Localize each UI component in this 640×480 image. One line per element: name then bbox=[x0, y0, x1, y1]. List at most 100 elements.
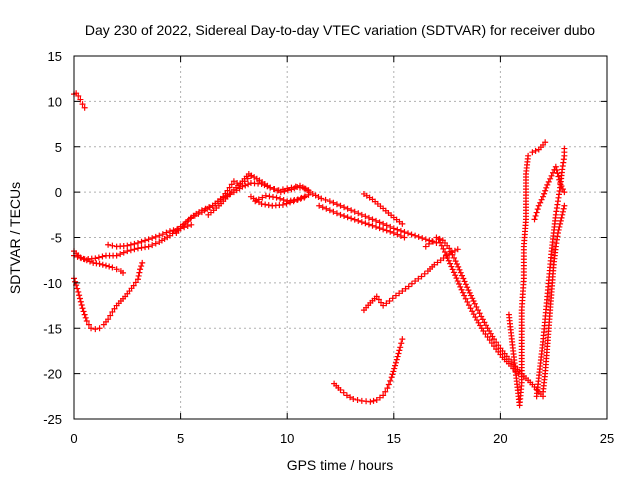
data-point bbox=[531, 216, 538, 223]
data-point bbox=[422, 236, 429, 243]
data-point bbox=[464, 284, 471, 291]
data-point bbox=[405, 230, 412, 237]
data-point bbox=[351, 216, 358, 223]
data-point bbox=[460, 275, 467, 282]
data-point bbox=[495, 342, 502, 349]
data-point bbox=[277, 189, 284, 196]
data-point bbox=[166, 228, 173, 235]
data-point bbox=[267, 184, 274, 191]
data-point bbox=[333, 201, 340, 208]
data-point bbox=[343, 392, 350, 399]
data-point bbox=[130, 282, 137, 289]
data-point bbox=[281, 188, 288, 195]
data-point bbox=[399, 288, 406, 295]
data-point bbox=[464, 298, 471, 305]
data-point bbox=[559, 186, 566, 193]
data-point bbox=[387, 228, 394, 235]
data-point bbox=[554, 170, 561, 177]
data-point bbox=[419, 235, 426, 242]
data-point bbox=[242, 182, 249, 189]
data-point bbox=[230, 178, 237, 185]
data-point bbox=[72, 278, 79, 285]
data-point bbox=[348, 215, 355, 222]
data-point bbox=[385, 381, 392, 388]
data-point bbox=[347, 394, 354, 401]
data-point bbox=[392, 359, 399, 366]
data-point bbox=[493, 339, 500, 346]
data-point bbox=[376, 225, 383, 232]
data-point bbox=[102, 262, 109, 269]
data-point bbox=[553, 166, 560, 173]
data-point bbox=[355, 210, 362, 217]
data-point bbox=[369, 216, 376, 223]
data-point bbox=[561, 202, 568, 209]
data-point bbox=[337, 211, 344, 218]
series-arc-7 bbox=[205, 170, 312, 218]
data-point bbox=[81, 104, 88, 111]
data-point bbox=[559, 211, 566, 218]
data-point bbox=[396, 347, 403, 354]
data-point bbox=[96, 325, 103, 332]
data-point bbox=[127, 241, 134, 248]
data-point bbox=[452, 258, 459, 265]
y-tick-label: -15 bbox=[43, 321, 62, 336]
data-point bbox=[134, 239, 141, 246]
data-point bbox=[92, 255, 99, 262]
data-point bbox=[81, 311, 88, 318]
data-point bbox=[422, 243, 429, 250]
data-point bbox=[383, 300, 390, 307]
data-point bbox=[390, 368, 397, 375]
data-point bbox=[401, 234, 408, 241]
data-point bbox=[387, 377, 394, 384]
data-point bbox=[319, 204, 326, 211]
data-point bbox=[120, 249, 127, 256]
data-point bbox=[294, 183, 301, 190]
data-point bbox=[452, 272, 459, 279]
data-point bbox=[557, 220, 564, 227]
data-point bbox=[99, 253, 106, 260]
data-point bbox=[262, 201, 269, 208]
data-point bbox=[109, 242, 116, 249]
data-point bbox=[351, 208, 358, 215]
data-point bbox=[124, 242, 131, 249]
data-point bbox=[138, 263, 145, 270]
data-point bbox=[99, 261, 106, 268]
data-point bbox=[429, 238, 436, 245]
y-tick-label: -5 bbox=[50, 231, 62, 246]
data-point bbox=[470, 298, 477, 305]
data-point bbox=[473, 303, 480, 310]
data-point bbox=[290, 198, 297, 205]
data-point bbox=[451, 254, 458, 261]
data-point bbox=[418, 273, 425, 280]
data-point bbox=[341, 204, 348, 211]
data-point bbox=[548, 172, 555, 179]
data-point bbox=[80, 308, 87, 315]
data-point bbox=[391, 365, 398, 372]
data-point bbox=[78, 302, 85, 309]
series-arc-11 bbox=[360, 190, 406, 227]
data-point bbox=[555, 226, 562, 233]
data-point bbox=[358, 211, 365, 218]
data-point bbox=[95, 254, 102, 261]
data-point bbox=[323, 205, 330, 212]
data-point bbox=[159, 231, 166, 238]
data-point bbox=[412, 278, 419, 285]
data-point bbox=[373, 217, 380, 224]
data-point bbox=[239, 183, 246, 190]
data-point bbox=[448, 263, 455, 270]
data-point bbox=[561, 189, 568, 196]
data-point bbox=[392, 292, 399, 299]
data-point bbox=[450, 269, 457, 276]
data-point bbox=[142, 244, 149, 251]
data-point bbox=[461, 278, 468, 285]
data-point bbox=[437, 239, 444, 246]
data-point bbox=[560, 205, 567, 212]
data-point bbox=[149, 235, 156, 242]
data-point bbox=[181, 220, 188, 227]
data-point bbox=[557, 217, 564, 224]
data-point bbox=[365, 214, 372, 221]
data-point bbox=[543, 184, 550, 191]
series-arc-14 bbox=[360, 246, 461, 314]
x-tick-label: 0 bbox=[70, 431, 77, 446]
data-point bbox=[145, 236, 152, 243]
